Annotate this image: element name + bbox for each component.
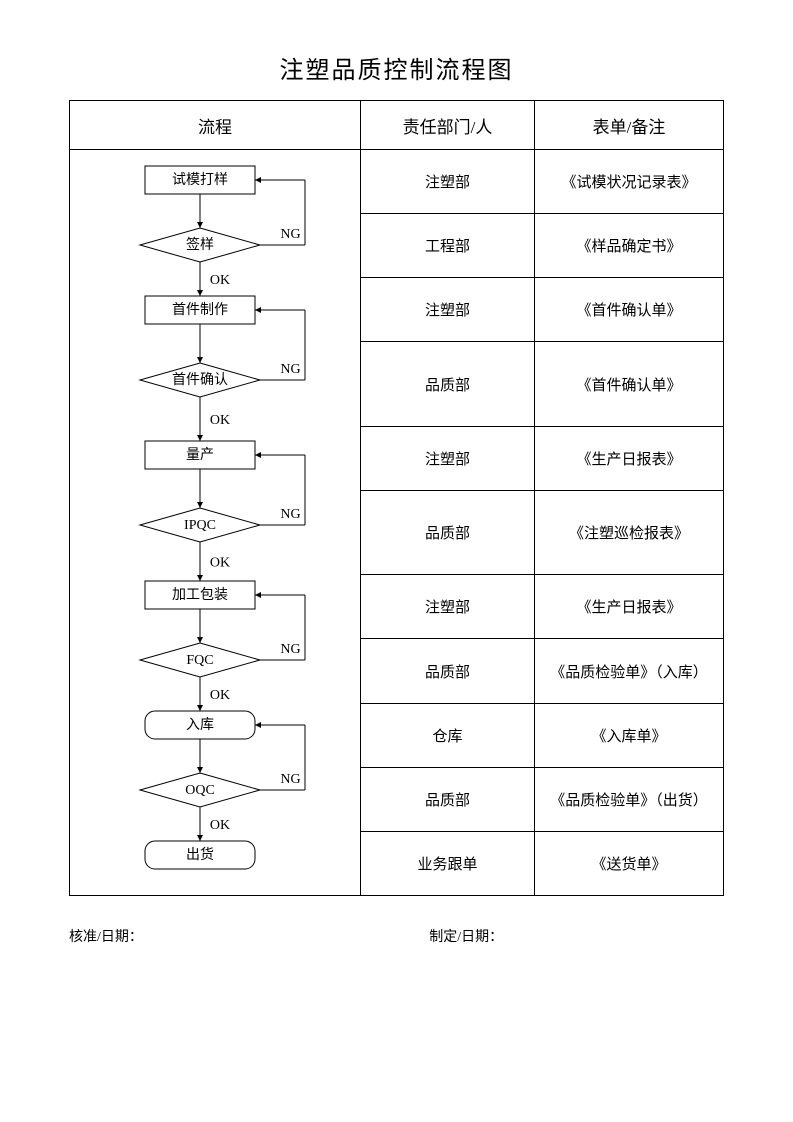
svg-text:首件确认: 首件确认 <box>172 372 228 388</box>
dept-cell: 注塑部 <box>361 278 535 342</box>
form-cell: 《生产日报表》 <box>535 575 724 639</box>
svg-text:OK: OK <box>210 556 230 571</box>
form-cell: 《首件确认单》 <box>535 278 724 342</box>
footer-approve: 核准/日期： <box>69 926 429 946</box>
dept-cell: 注塑部 <box>361 150 535 214</box>
table-row: 试模打样签样首件制作首件确认量产IPQC加工包装FQC入库OQC出货OKOKOK… <box>70 150 724 214</box>
dept-cell: 工程部 <box>361 214 535 278</box>
form-cell: 《送货单》 <box>535 831 724 895</box>
svg-text:NG: NG <box>280 772 300 787</box>
form-cell: 《首件确认单》 <box>535 342 724 426</box>
dept-cell: 品质部 <box>361 490 535 574</box>
svg-text:出货: 出货 <box>186 846 214 863</box>
svg-text:量产: 量产 <box>186 447 214 463</box>
form-cell: 《样品确定书》 <box>535 214 724 278</box>
svg-text:入库: 入库 <box>186 717 214 733</box>
flowchart-svg: 试模打样签样首件制作首件确认量产 IPQC 加工包装 FQC 入库 OQC 出货 OK OK OK… <box>70 150 360 890</box>
svg-text:FQC: FQC <box>186 653 213 668</box>
dept-cell: 品质部 <box>361 767 535 831</box>
dept-cell: 注塑部 <box>361 426 535 490</box>
svg-text:NG: NG <box>280 227 300 242</box>
header-row: 流程 责任部门/人 表单/备注 <box>70 101 724 150</box>
main-table: 流程 责任部门/人 表单/备注 试模打样签样首件制作首件确认量产 IPQC 加工包装… <box>69 100 724 896</box>
svg-text:签样: 签样 <box>186 236 214 253</box>
svg-text:NG: NG <box>280 642 300 657</box>
svg-text:OK: OK <box>210 273 230 288</box>
svg-text:试模打样: 试模打样 <box>172 171 228 188</box>
dept-cell: 业务跟单 <box>361 831 535 895</box>
svg-text:OK: OK <box>210 818 230 833</box>
page-title: 注塑品质控制流程图 <box>0 0 793 100</box>
form-cell: 《注塑巡检报表》 <box>535 490 724 574</box>
svg-text:加工包装: 加工包装 <box>172 587 228 603</box>
svg-text:NG: NG <box>280 507 300 522</box>
dept-cell: 品质部 <box>361 639 535 703</box>
svg-text:OK: OK <box>210 413 230 428</box>
header-dept: 责任部门/人 <box>361 101 535 150</box>
svg-text:首件制作: 首件制作 <box>172 302 228 318</box>
footer-make: 制定/日期： <box>429 926 724 946</box>
dept-cell: 品质部 <box>361 342 535 426</box>
header-flow: 流程 <box>70 101 361 150</box>
dept-cell: 仓库 <box>361 703 535 767</box>
footer: 核准/日期： 制定/日期： <box>69 926 724 946</box>
form-cell: 《试模状况记录表》 <box>535 150 724 214</box>
svg-text:NG: NG <box>280 362 300 377</box>
svg-text:IPQC: IPQC <box>184 518 216 533</box>
header-form: 表单/备注 <box>535 101 724 150</box>
dept-cell: 注塑部 <box>361 575 535 639</box>
svg-text:OK: OK <box>210 688 230 703</box>
form-cell: 《品质检验单》（入库） <box>535 639 724 703</box>
form-cell: 《入库单》 <box>535 703 724 767</box>
form-cell: 《品质检验单》（出货） <box>535 767 724 831</box>
svg-text:OQC: OQC <box>185 783 215 798</box>
flowchart-cell: 试模打样签样首件制作首件确认量产 IPQC 加工包装 FQC 入库 OQC 出货 OK OK OK… <box>70 150 361 896</box>
form-cell: 《生产日报表》 <box>535 426 724 490</box>
